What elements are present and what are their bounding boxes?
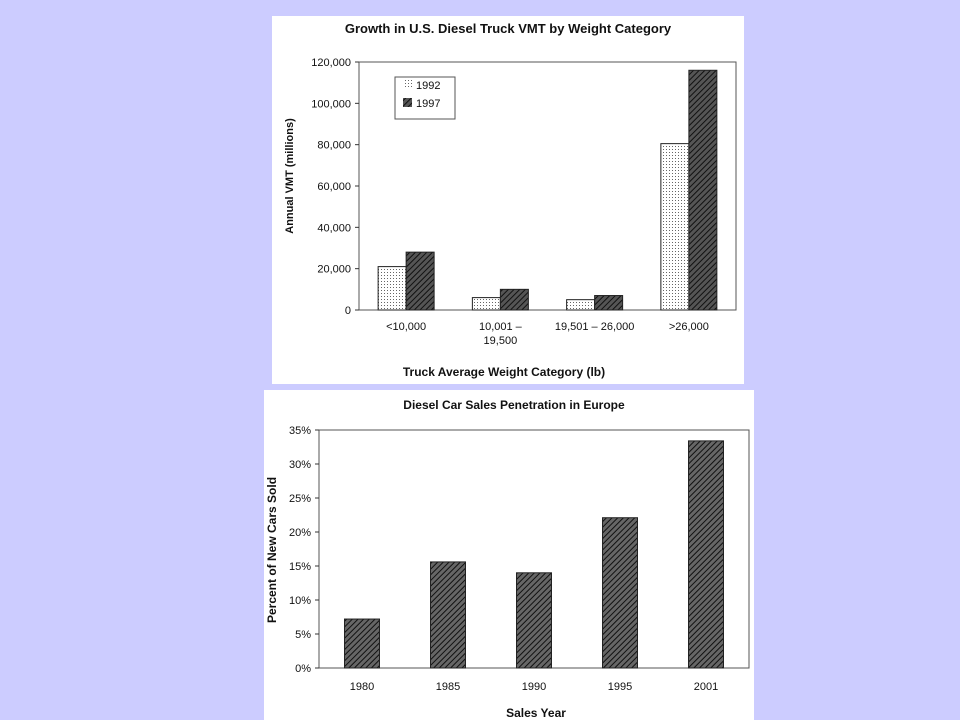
bar-1992-3 xyxy=(660,143,690,311)
bar-1980 xyxy=(344,618,380,669)
diesel-car-chart: Diesel Car Sales Penetration in Europe 0… xyxy=(265,398,750,720)
chart-title: Growth in U.S. Diesel Truck VMT by Weigh… xyxy=(345,21,672,36)
bar-1992-1 xyxy=(471,297,501,311)
y-tick-label: 30% xyxy=(289,459,311,471)
bar-1997-1 xyxy=(499,288,529,311)
x-tick-label: <10,000 xyxy=(386,321,426,333)
y-tick-label: 35% xyxy=(289,425,311,437)
y-tick-label: 15% xyxy=(289,561,311,573)
x-tick-label: 2001 xyxy=(694,681,718,693)
x-tick-label: 1995 xyxy=(608,681,632,693)
bar-1995 xyxy=(602,517,638,669)
legend-swatch-1992 xyxy=(403,80,412,89)
y-tick-label: 100,000 xyxy=(311,98,351,110)
y-tick-label: 0 xyxy=(345,305,351,317)
legend-swatch-1997 xyxy=(403,98,412,107)
bar-1990 xyxy=(516,572,552,669)
y-tick-label: 20,000 xyxy=(317,264,351,276)
y-axis-label: Percent of New Cars Sold xyxy=(265,477,279,623)
x-tick-label: 19,500 xyxy=(484,335,518,347)
truck-vmt-chart: Growth in U.S. Diesel Truck VMT by Weigh… xyxy=(284,21,737,379)
y-tick-label: 60,000 xyxy=(317,181,351,193)
bar-1997-3 xyxy=(688,69,718,311)
x-tick-label: 1980 xyxy=(350,681,374,693)
x-tick-label: 1990 xyxy=(522,681,546,693)
diesel-car-chart-panel: Diesel Car Sales Penetration in Europe 0… xyxy=(264,390,754,720)
x-axis-label: Sales Year xyxy=(506,706,566,720)
y-tick-label: 20% xyxy=(289,527,311,539)
y-tick-label: 10% xyxy=(289,595,311,607)
legend: 1992 1997 xyxy=(394,76,456,120)
y-tick-label: 120,000 xyxy=(311,57,351,69)
y-tick-label: 0% xyxy=(295,663,311,675)
bar-1992-0 xyxy=(377,266,407,311)
y-tick-label: 25% xyxy=(289,493,311,505)
bar-1997-0 xyxy=(405,251,435,311)
legend-label-1992: 1992 xyxy=(416,80,440,92)
chart-title: Diesel Car Sales Penetration in Europe xyxy=(403,398,625,412)
bar-1985 xyxy=(430,561,466,669)
y-tick-label: 5% xyxy=(295,629,311,641)
truck-vmt-chart-panel: Growth in U.S. Diesel Truck VMT by Weigh… xyxy=(272,16,744,384)
legend-label-1997: 1997 xyxy=(416,98,440,110)
y-axis-label: Annual VMT (millions) xyxy=(284,118,296,234)
bar-1992-2 xyxy=(566,299,596,311)
y-tick-label: 80,000 xyxy=(317,140,351,152)
x-tick-label: 1985 xyxy=(436,681,460,693)
x-axis-label: Truck Average Weight Category (lb) xyxy=(403,365,605,379)
x-tick-label: >26,000 xyxy=(669,321,709,333)
bar-1997-2 xyxy=(594,295,624,311)
y-tick-label: 40,000 xyxy=(317,222,351,234)
x-tick-label: 10,001 – xyxy=(479,321,523,333)
x-tick-label: 19,501 – 26,000 xyxy=(555,321,635,333)
bar-2001 xyxy=(688,440,724,669)
